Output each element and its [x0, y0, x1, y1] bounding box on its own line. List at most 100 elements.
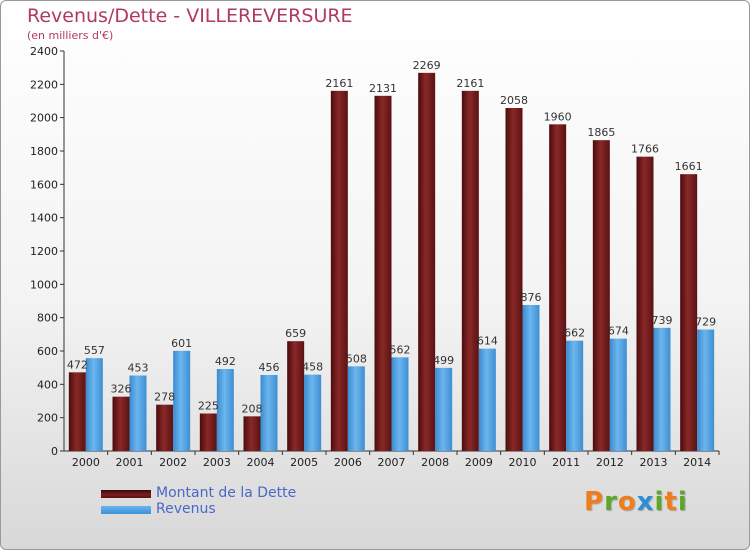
bar-dette — [461, 90, 479, 451]
data-label-revenus: 458 — [302, 361, 323, 374]
bar-dette — [156, 404, 174, 451]
data-label-dette: 278 — [154, 391, 175, 404]
x-tick-label: 2005 — [290, 456, 318, 469]
bar-dette — [592, 140, 610, 451]
logo-letter: i — [677, 487, 688, 517]
legend-swatch-revenus — [101, 506, 151, 514]
y-tick-label: 1000 — [30, 278, 58, 291]
y-tick-label: 1800 — [30, 145, 58, 158]
logo-letter: x — [636, 487, 655, 517]
data-label-dette: 1661 — [675, 160, 703, 173]
data-label-dette: 1960 — [544, 110, 572, 123]
bar-dette — [330, 90, 348, 451]
data-label-revenus: 739 — [652, 314, 673, 327]
y-tick-label: 2400 — [30, 45, 58, 58]
bar-dette — [112, 396, 130, 451]
chart-title: Revenus/Dette - VILLEREVERSURE — [27, 5, 353, 27]
data-label-revenus: 729 — [695, 316, 716, 329]
bar-revenus — [173, 350, 191, 451]
data-label-dette: 472 — [67, 358, 88, 371]
bar-revenus — [85, 358, 103, 451]
data-label-revenus: 614 — [477, 335, 498, 348]
data-label-dette: 2058 — [500, 94, 528, 107]
data-label-revenus: 499 — [433, 354, 454, 367]
bar-revenus — [609, 338, 627, 451]
x-tick-label: 2000 — [72, 456, 100, 469]
data-label-revenus: 662 — [564, 327, 585, 340]
x-tick-label: 2007 — [378, 456, 406, 469]
data-label-dette: 1865 — [587, 126, 615, 139]
x-tick-label: 2010 — [509, 456, 537, 469]
x-tick-label: 2004 — [247, 456, 275, 469]
data-label-revenus: 876 — [521, 291, 542, 304]
legend-label-revenus: Revenus — [156, 501, 216, 517]
data-label-dette: 208 — [242, 402, 263, 415]
bar-dette — [374, 95, 392, 451]
y-tick-label: 2200 — [30, 78, 58, 91]
data-label-dette: 2269 — [413, 59, 441, 72]
x-tick-label: 2006 — [334, 456, 362, 469]
bar-revenus — [653, 327, 671, 451]
y-tick-label: 2000 — [30, 112, 58, 125]
bar-revenus — [129, 375, 147, 451]
bar-revenus — [347, 366, 365, 451]
x-tick-label: 2008 — [421, 456, 449, 469]
logo-letter: o — [617, 487, 637, 517]
data-label-dette: 2161 — [456, 77, 484, 90]
bar-revenus — [522, 305, 540, 451]
data-label-dette: 225 — [198, 400, 219, 413]
y-tick-label: 200 — [37, 412, 58, 425]
bar-dette — [418, 72, 436, 451]
data-label-revenus: 492 — [215, 355, 236, 368]
bar-revenus — [304, 374, 322, 451]
bar-revenus — [478, 348, 496, 451]
bar-dette — [199, 413, 217, 451]
x-tick-label: 2001 — [116, 456, 144, 469]
bar-dette — [243, 416, 261, 451]
bar-dette — [287, 341, 305, 451]
data-label-dette: 659 — [285, 327, 306, 340]
y-tick-label: 600 — [37, 345, 58, 358]
x-tick-label: 2013 — [640, 456, 668, 469]
x-tick-label: 2014 — [683, 456, 711, 469]
bar-revenus — [216, 369, 234, 451]
y-tick-label: 1400 — [30, 212, 58, 225]
logo-letter: t — [664, 487, 678, 517]
bar-dette — [549, 124, 567, 451]
bar-revenus — [435, 367, 453, 451]
data-label-revenus: 601 — [171, 337, 192, 350]
chart-subtitle: (en milliers d'€) — [27, 29, 114, 42]
x-tick-label: 2011 — [552, 456, 580, 469]
y-tick-label: 1600 — [30, 178, 58, 191]
data-label-dette: 1766 — [631, 143, 659, 156]
y-tick-label: 400 — [37, 378, 58, 391]
bar-revenus — [260, 375, 278, 451]
data-label-dette: 2161 — [325, 77, 353, 90]
logo-letter: i — [654, 487, 665, 517]
proxiti-logo: Proxiti — [584, 487, 688, 517]
data-label-revenus: 508 — [346, 352, 367, 365]
x-tick-label: 2003 — [203, 456, 231, 469]
legend-swatch-dette — [101, 490, 151, 498]
bar-dette — [680, 174, 698, 451]
bar-dette — [636, 156, 654, 451]
data-label-revenus: 456 — [259, 361, 280, 374]
bar-dette — [68, 372, 86, 451]
data-label-revenus: 557 — [84, 344, 105, 357]
logo-letter: r — [604, 487, 618, 517]
bar-dette — [505, 108, 523, 451]
y-tick-label: 0 — [51, 445, 58, 458]
data-label-revenus: 674 — [608, 325, 629, 338]
bar-revenus — [566, 340, 584, 451]
x-tick-label: 2002 — [159, 456, 187, 469]
x-tick-label: 2012 — [596, 456, 624, 469]
data-label-dette: 2131 — [369, 82, 397, 95]
logo-letter: P — [584, 487, 605, 517]
data-label-dette: 326 — [111, 383, 132, 396]
y-tick-label: 1200 — [30, 245, 58, 258]
data-label-revenus: 453 — [128, 362, 149, 375]
legend-label-dette: Montant de la Dette — [156, 485, 297, 501]
x-tick-label: 2009 — [465, 456, 493, 469]
